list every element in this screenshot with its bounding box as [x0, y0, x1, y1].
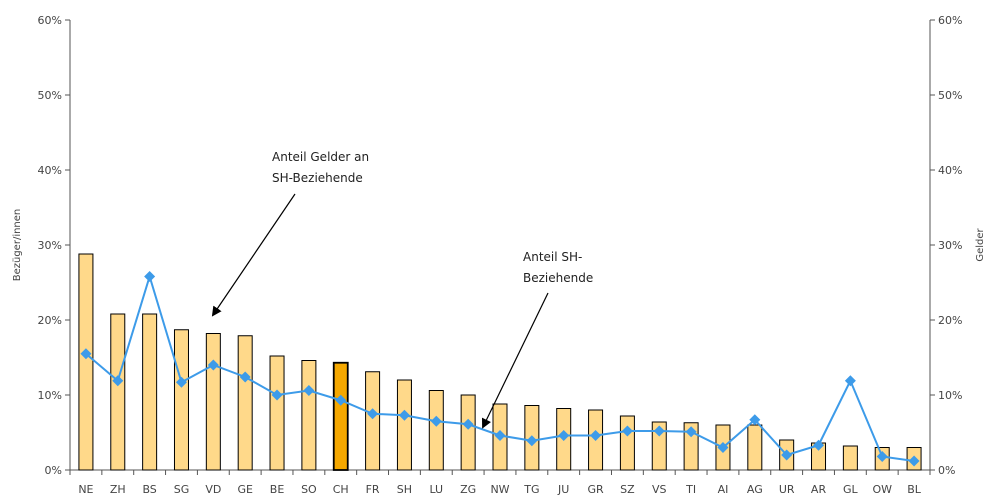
y-tick-label-right: 20%: [938, 314, 962, 327]
x-tick-label-ne: NE: [78, 483, 93, 496]
y-axis-right-title: Gelder: [975, 227, 986, 261]
line-point-ti: [685, 426, 697, 438]
bar-sh: [396, 379, 412, 471]
bar-be: [269, 355, 285, 471]
tick-labels: 0% 0% 10% 10% 20% 20% 30% 30% 40% 40% 50% 50% 60% 60%…: [38, 14, 963, 496]
bar-vs: [651, 421, 667, 471]
line-point-zh: [112, 375, 124, 387]
x-tick-label-nw: NW: [490, 483, 509, 496]
bar-ch: [332, 361, 349, 471]
x-tick-label-ju: JU: [557, 483, 569, 496]
y-tick-label-right: 60%: [938, 14, 962, 27]
bar-vd: [205, 333, 221, 471]
annotation-gelder-line-1: Anteil Gelder an: [272, 150, 369, 164]
line-point-ne: [80, 348, 92, 360]
x-tick-label-be: BE: [270, 483, 285, 496]
line-point-ar: [813, 439, 825, 451]
annotation-sh-line-1: Anteil SH-: [523, 250, 582, 264]
line-point-ag: [749, 414, 761, 426]
line-point-ge: [239, 371, 251, 383]
line-series: [80, 271, 920, 467]
line-point-ow: [876, 451, 888, 462]
x-tick-label-ow: OW: [872, 483, 892, 496]
line-point-ur: [781, 449, 793, 461]
y-tick-label-left: 60%: [38, 14, 62, 27]
bar-ge: [237, 335, 253, 471]
line-point-gr: [590, 430, 602, 441]
line-point-lu: [430, 415, 442, 427]
bar-ne: [78, 253, 94, 471]
line-point-bl: [908, 455, 920, 467]
x-tick-label-bl: BL: [907, 483, 922, 496]
annotation-gelder-arrow: [211, 193, 296, 317]
y-tick-label-right: 10%: [938, 389, 962, 402]
y-tick-label-right: 50%: [938, 89, 962, 102]
line-point-nw: [494, 430, 506, 441]
y-tick-label-right: 40%: [938, 164, 962, 177]
x-tick-label-sg: SG: [174, 483, 190, 496]
bar-fr: [365, 371, 381, 471]
line-point-bs: [144, 271, 156, 282]
line-point-ju: [558, 430, 570, 441]
x-tick-label-ge: GE: [237, 483, 253, 496]
line-point-vd: [207, 359, 219, 371]
line-point-be: [271, 389, 283, 401]
bar-lu: [428, 390, 444, 471]
y-axis-left-title: Bezüger/innen: [12, 209, 23, 282]
line-point-ch: [335, 394, 347, 406]
line-point-sz: [621, 425, 633, 437]
y-tick-label-left: 10%: [38, 389, 62, 402]
bar-ag: [747, 424, 763, 471]
x-tick-label-ur: UR: [779, 483, 795, 496]
bar-gl: [842, 445, 858, 471]
x-tick-label-sh: SH: [397, 483, 412, 496]
x-tick-label-ar: AR: [811, 483, 827, 496]
line-point-so: [303, 385, 315, 396]
x-tick-label-ag: AG: [747, 483, 763, 496]
bar-zh: [110, 313, 126, 471]
y-tick-label-right: 30%: [938, 239, 962, 252]
bar-so: [301, 360, 317, 471]
annotation-gelder: Anteil Gelder an SH-Beziehende: [211, 150, 369, 317]
x-tick-label-zg: ZG: [460, 483, 476, 496]
x-tick-label-bs: BS: [142, 483, 156, 496]
bar-sg: [173, 329, 189, 471]
y-tick-label-left: 50%: [38, 89, 62, 102]
x-tick-label-so: SO: [301, 483, 317, 496]
x-tick-label-lu: LU: [429, 483, 443, 496]
annotation-sh-line-2: Beziehende: [523, 271, 593, 285]
x-tick-label-ch: CH: [333, 483, 349, 496]
x-tick-label-ti: TI: [685, 483, 696, 496]
x-tick-label-gl: GL: [843, 483, 859, 496]
x-tick-label-vd: VD: [205, 483, 221, 496]
line-point-sh: [398, 409, 410, 421]
y-tick-label-left: 20%: [38, 314, 62, 327]
y-tick-label-right: 0%: [938, 464, 955, 477]
line-point-fr: [367, 408, 379, 420]
x-tick-label-vs: VS: [652, 483, 667, 496]
line-point-ai: [717, 442, 729, 453]
bar-zg: [460, 394, 476, 471]
line-point-tg: [526, 435, 538, 447]
bar-sz: [619, 415, 635, 471]
line-point-vs: [653, 425, 665, 437]
y-tick-label-left: 0%: [45, 464, 62, 477]
annotation-sh-arrow: [481, 292, 549, 429]
y-tick-label-left: 40%: [38, 164, 62, 177]
line-point-zg: [462, 418, 474, 430]
x-tick-label-gr: GR: [587, 483, 604, 496]
line-point-gl: [844, 375, 856, 387]
x-tick-label-sz: SZ: [620, 483, 635, 496]
x-tick-label-ai: AI: [718, 483, 729, 496]
x-tick-label-zh: ZH: [110, 483, 126, 496]
y-tick-label-left: 30%: [38, 239, 62, 252]
line-point-sg: [175, 376, 187, 388]
x-tick-label-tg: TG: [523, 483, 539, 496]
annotation-gelder-line-2: SH-Beziehende: [272, 171, 363, 185]
x-tick-label-fr: FR: [366, 483, 380, 496]
annotation-sh: Anteil SH- Beziehende: [481, 250, 593, 429]
bar-bs: [142, 313, 158, 471]
